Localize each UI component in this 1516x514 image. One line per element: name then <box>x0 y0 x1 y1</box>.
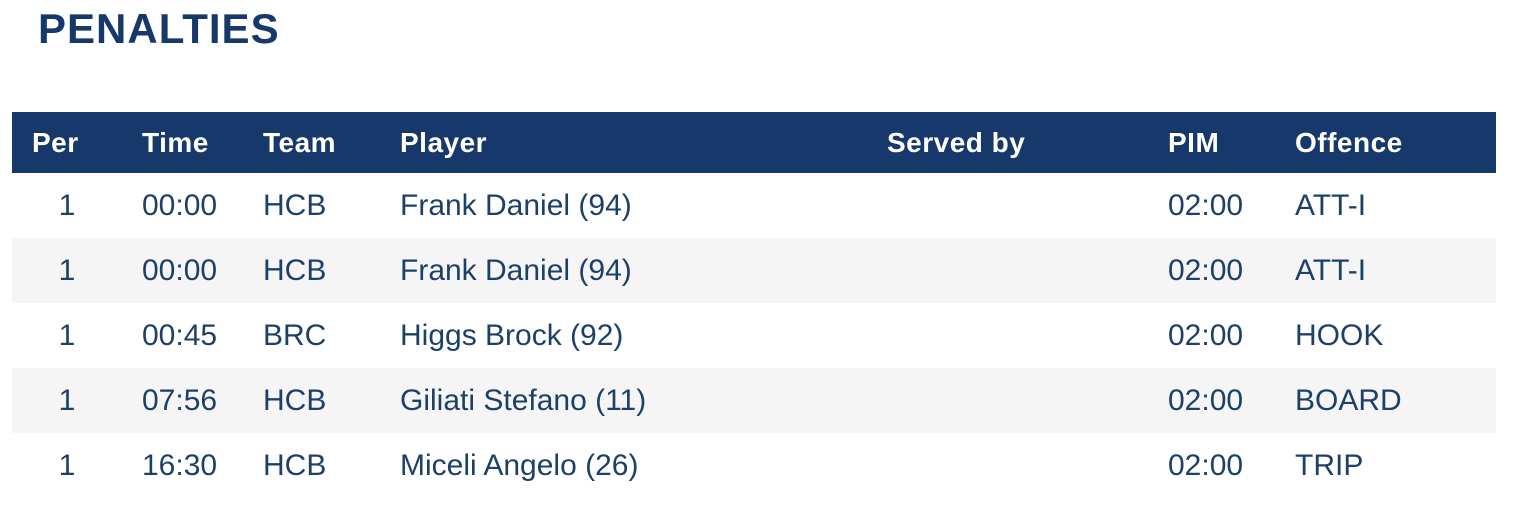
cell-served_by <box>867 368 1148 433</box>
cell-pim: 02:00 <box>1148 238 1275 303</box>
cell-offence: HOOK <box>1295 318 1384 352</box>
cell-per: 1 <box>12 238 122 303</box>
column-header-per: Per <box>12 112 122 173</box>
cell-served_by <box>867 238 1148 303</box>
column-header-player: Player <box>380 112 867 173</box>
cell-team: HCB <box>263 188 327 222</box>
cell-team: BRC <box>263 318 327 352</box>
cell-time: 07:56 <box>122 368 243 433</box>
cell-pim: 02:00 <box>1148 368 1275 433</box>
cell-time: 00:00 <box>142 188 218 222</box>
penalty-row: 1 00:00 HCB Frank Daniel (94) 02:00 ATT-I <box>12 173 1496 238</box>
column-header-time: Time <box>122 112 243 173</box>
cell-pim: 02:00 <box>1168 188 1244 222</box>
cell-offence: TRIP <box>1295 448 1364 482</box>
column-header-team: Team <box>243 112 380 173</box>
cell-pim: 02:00 <box>1168 318 1244 352</box>
cell-offence: ATT-I <box>1295 188 1367 222</box>
penalty-row: 1 00:00 HCB Frank Daniel (94) 02:00 ATT-I <box>12 238 1496 303</box>
cell-player: Giliati Stefano (11) <box>380 368 867 433</box>
cell-team: HCB <box>243 368 380 433</box>
table-header: Per Time Team Player Served by PIM Offence <box>12 112 1496 173</box>
cell-player: Frank Daniel (94) <box>400 188 632 222</box>
column-header-pim: PIM <box>1148 112 1275 173</box>
cell-per: 1 <box>58 188 76 222</box>
table-body: 1 00:00 HCB Frank Daniel (94) 02:00 ATT-I 1 00:… <box>12 173 1496 498</box>
header-row: Per Time Team Player Served by PIM Offence <box>12 112 1496 173</box>
penalty-row: 1 16:30 HCB Miceli Angelo (26) 02:00 TRIP <box>12 433 1496 498</box>
penalty-row: 1 00:45 BRC Higgs Brock (92) 02:00 HOOK <box>12 303 1496 368</box>
cell-team: HCB <box>243 238 380 303</box>
column-header-offence: Offence <box>1275 112 1496 173</box>
cell-time: 00:45 <box>142 318 218 352</box>
cell-served_by <box>867 173 1148 238</box>
cell-served_by <box>867 303 1148 368</box>
cell-team: HCB <box>263 448 327 482</box>
cell-per: 1 <box>12 368 122 433</box>
cell-time: 00:00 <box>122 238 243 303</box>
cell-player: Higgs Brock (92) <box>400 318 624 352</box>
cell-time: 16:30 <box>142 448 218 482</box>
penalties-title: PENALTIES <box>38 5 280 52</box>
cell-offence: ATT-I <box>1275 238 1496 303</box>
penalty-row: 1 07:56 HCB Giliati Stefano (11) 02:00 BOARD <box>12 368 1496 433</box>
cell-player: Frank Daniel (94) <box>380 238 867 303</box>
cell-per: 1 <box>58 318 76 352</box>
cell-player: Miceli Angelo (26) <box>400 448 639 482</box>
penalties-table: Per Time Team Player Served by PIM Offence 1 00… <box>12 112 1496 498</box>
cell-per: 1 <box>58 448 76 482</box>
cell-offence: BOARD <box>1275 368 1496 433</box>
penalties-section: PENALTIES Per Time Team Player Served by PIM O… <box>0 8 1516 514</box>
cell-served_by <box>867 433 1148 498</box>
cell-pim: 02:00 <box>1168 448 1244 482</box>
column-header-served_by: Served by <box>867 112 1148 173</box>
